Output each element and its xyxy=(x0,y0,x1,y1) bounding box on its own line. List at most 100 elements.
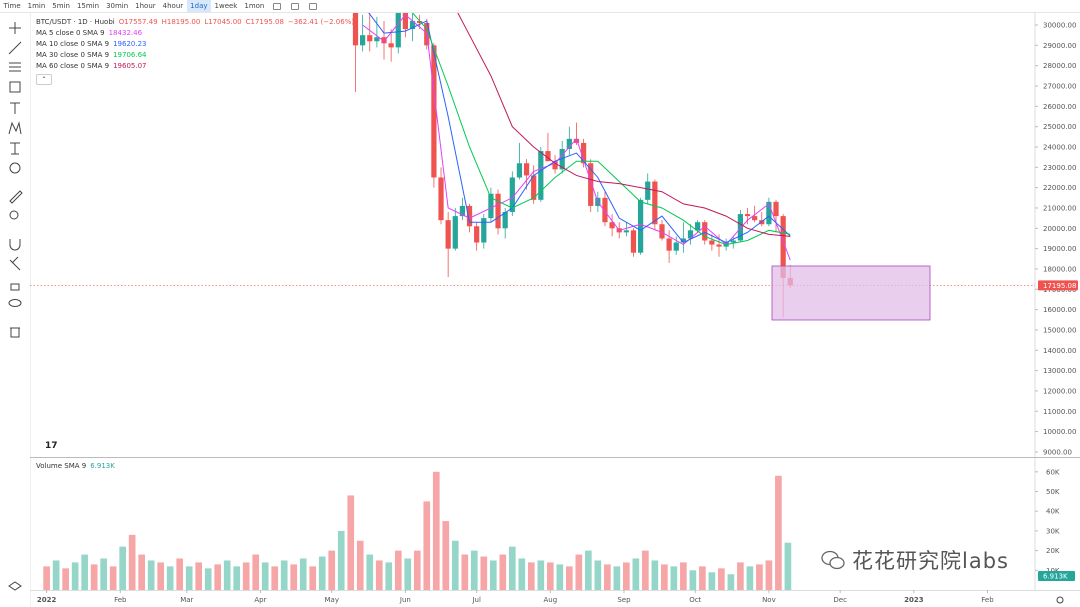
candle-body xyxy=(531,175,537,200)
y-tick-label: 30000.00 xyxy=(1043,22,1076,30)
candle-body xyxy=(509,177,515,213)
fib-tool[interactable] xyxy=(9,62,21,72)
volume-bar xyxy=(556,564,564,590)
volume-legend: Volume SMA 9 6.913K xyxy=(36,462,115,470)
last-price-badge xyxy=(1038,280,1078,291)
volume-bar xyxy=(52,560,60,590)
volume-bar xyxy=(366,554,374,590)
volume-bar xyxy=(375,560,383,590)
interval[interactable]: 1week xyxy=(214,2,238,10)
volume-bar xyxy=(204,568,212,590)
layers-button[interactable] xyxy=(8,581,22,591)
settings-gear[interactable] xyxy=(1056,596,1064,604)
interval[interactable]: Time xyxy=(3,2,21,10)
y-tick-label: 12000.00 xyxy=(1043,387,1076,395)
x-tick-label: 2022 xyxy=(37,596,57,604)
volume-bar xyxy=(480,556,488,590)
candle-body xyxy=(360,35,366,46)
volume-sma-value: 6.913K xyxy=(90,462,115,470)
indicator-name: MA 30 close 0 SMA 9 xyxy=(36,51,110,59)
volume-bar xyxy=(718,568,725,590)
volume-bar xyxy=(100,558,107,590)
candle-body xyxy=(409,20,416,30)
y-tick-label: 22000.00 xyxy=(1043,184,1076,192)
volume-bar xyxy=(176,558,184,590)
x-tick-label: Oct xyxy=(689,596,701,604)
candle-body xyxy=(673,242,679,251)
indicator-name: MA 60 close 0 SMA 9 xyxy=(36,62,110,70)
interval[interactable]: 1hour xyxy=(135,2,156,10)
volume-bar xyxy=(461,554,469,590)
candle-body xyxy=(431,45,437,178)
candle-body xyxy=(609,222,615,229)
candle-body xyxy=(516,163,523,178)
magnet-tool[interactable] xyxy=(9,239,21,251)
candle-body xyxy=(773,201,779,217)
volume-bar xyxy=(214,564,222,590)
settings-button[interactable] xyxy=(290,2,299,10)
candle-body xyxy=(374,37,380,42)
text-tool[interactable] xyxy=(10,102,20,114)
collapse-button[interactable]: ⌃ xyxy=(36,74,52,85)
volume-bar xyxy=(233,566,241,590)
interval[interactable]: 15min xyxy=(76,2,100,10)
volume-bar xyxy=(632,558,640,590)
volume-bar xyxy=(138,554,145,590)
pattern-tool[interactable] xyxy=(8,121,22,135)
interval[interactable]: 1min xyxy=(27,2,46,10)
volume-bar xyxy=(347,495,355,590)
candle-body xyxy=(381,37,387,44)
volume-bar xyxy=(423,501,431,590)
indicator-value: 19620.23 xyxy=(113,40,147,48)
drawing-toolbar xyxy=(8,13,31,607)
candle-body xyxy=(438,177,444,221)
trendline-tool[interactable] xyxy=(8,41,22,55)
candle-body xyxy=(402,13,409,30)
interval[interactable]: 4hour xyxy=(162,2,184,10)
interval[interactable]: 1day xyxy=(186,0,212,12)
candle-body xyxy=(580,142,587,164)
candle-body xyxy=(752,216,758,221)
lock-drawings-tool[interactable] xyxy=(9,256,21,271)
volume-bar xyxy=(470,550,478,590)
y-tick-label: 25000.00 xyxy=(1043,123,1076,131)
volume-bar xyxy=(489,560,497,590)
crosshair-tool[interactable] xyxy=(9,22,21,34)
interval[interactable]: 1mon xyxy=(244,2,265,10)
delete-tool[interactable] xyxy=(10,327,20,338)
chart-type-button[interactable] xyxy=(272,2,281,10)
visibility-tool[interactable] xyxy=(8,299,22,307)
x-tick-label: May xyxy=(324,596,338,604)
measure-tool[interactable] xyxy=(10,142,20,155)
lock-tool[interactable] xyxy=(10,283,20,291)
snapshot-button[interactable] xyxy=(308,2,317,10)
y-tick-label: 9000.00 xyxy=(1043,448,1072,456)
volume-sma-label: 6.913K xyxy=(1043,573,1068,581)
candle-body xyxy=(637,199,644,253)
ruler-tool[interactable] xyxy=(9,190,23,204)
symbol-title: BTC/USDT · 1D · Huobi xyxy=(36,18,115,26)
volume-bar xyxy=(309,566,317,590)
indicator-row: MA 30 close 0 SMA 9 19706.64 xyxy=(36,50,354,61)
volume-bar xyxy=(661,564,668,590)
volume-bar xyxy=(328,550,336,590)
candle-body xyxy=(495,193,501,229)
zoom-tool[interactable] xyxy=(9,210,19,220)
rectangle-drawing[interactable] xyxy=(771,265,931,321)
interval[interactable]: 5min xyxy=(52,2,70,10)
candle-body xyxy=(481,218,487,243)
indicator-name: MA 5 close 0 SMA 9 xyxy=(36,29,105,37)
volume-bar xyxy=(252,554,260,590)
ma-line xyxy=(368,13,791,244)
volume-bar xyxy=(689,570,697,590)
candle-body xyxy=(666,238,672,251)
volume-bar xyxy=(623,562,630,590)
candle-body xyxy=(630,230,637,253)
volume-bar xyxy=(499,554,507,590)
shape-tool[interactable] xyxy=(9,81,21,93)
ohlc-value: H18195.00 xyxy=(161,18,201,26)
emoji-tool[interactable] xyxy=(9,162,21,174)
interval[interactable]: 30min xyxy=(106,2,129,10)
candle-body xyxy=(417,20,423,23)
volume-bar xyxy=(518,558,526,590)
